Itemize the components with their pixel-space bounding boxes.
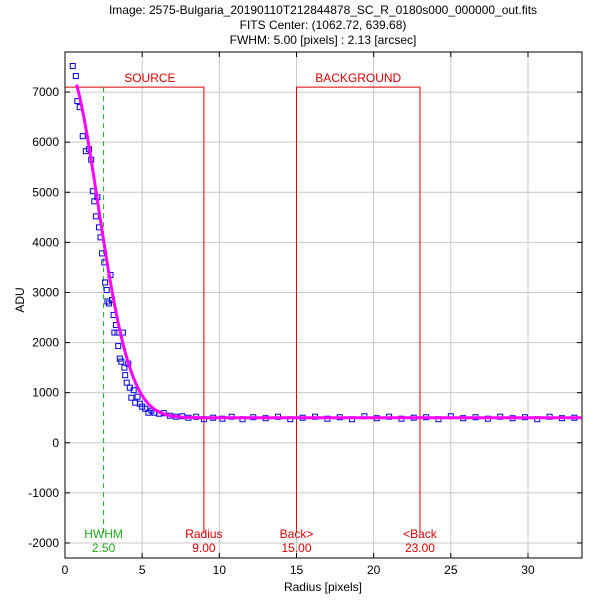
y-tick-label: 2000 bbox=[32, 336, 59, 350]
data-point bbox=[116, 355, 123, 362]
x-tick-label: 5 bbox=[139, 563, 146, 577]
x-tick-label: 30 bbox=[521, 563, 535, 577]
data-point bbox=[115, 343, 122, 350]
y-tick-label: -2000 bbox=[28, 536, 59, 550]
source-aperture-line bbox=[65, 86, 205, 533]
y-tick-label: 7000 bbox=[32, 85, 59, 99]
y-tick-label: 4000 bbox=[32, 235, 59, 249]
background-label: BACKGROUND bbox=[315, 71, 401, 85]
y-axis-label: ADU bbox=[13, 287, 27, 312]
fit-curve bbox=[75, 84, 582, 420]
y-tick-label: 5000 bbox=[32, 185, 59, 199]
x-axis-label: Radius [pixels] bbox=[284, 580, 362, 594]
plot-frame bbox=[64, 51, 583, 559]
y-tick-label: 3000 bbox=[32, 285, 59, 299]
data-point bbox=[142, 405, 149, 412]
hwhm-value: 2.50 bbox=[92, 541, 116, 555]
x-tick-label: 0 bbox=[62, 563, 69, 577]
aperture-radius-label: <Back bbox=[403, 527, 438, 541]
source-label: SOURCE bbox=[124, 71, 175, 85]
data-point bbox=[105, 300, 112, 307]
data-point bbox=[122, 372, 129, 379]
data-point bbox=[103, 286, 110, 293]
hwhm-label: HWHM bbox=[84, 527, 123, 541]
data-point bbox=[134, 393, 141, 400]
data-point bbox=[79, 133, 86, 140]
axis-ticks: 0 5 10 15 20 25 30 -2000 -1000 0 1000 2000 3000 4000 5… bbox=[28, 52, 582, 577]
x-tick-label: 15 bbox=[290, 563, 304, 577]
y-tick-label: -1000 bbox=[28, 486, 59, 500]
data-point bbox=[123, 379, 130, 386]
aperture-radius-value: 15.00 bbox=[281, 541, 311, 555]
x-tick-label: 20 bbox=[367, 563, 381, 577]
chart-subtitle-fwhm: FWHM: 5.00 [pixels] : 2.13 [arcsec] bbox=[230, 33, 417, 47]
aperture-radius-label: Back> bbox=[280, 527, 314, 541]
data-point bbox=[92, 213, 99, 220]
data-point bbox=[121, 364, 128, 371]
grid-lines bbox=[65, 52, 582, 558]
aperture-radius-label: Radius bbox=[185, 527, 222, 541]
data-point bbox=[111, 329, 118, 336]
chart-subtitle-center: FITS Center: (1062.72, 639.68) bbox=[240, 18, 407, 32]
data-point bbox=[102, 279, 109, 286]
data-point bbox=[128, 394, 135, 401]
x-tick-label: 25 bbox=[444, 563, 458, 577]
aperture-radius-value: 9.00 bbox=[192, 541, 216, 555]
y-tick-label: 1000 bbox=[32, 386, 59, 400]
y-tick-label: 6000 bbox=[32, 135, 59, 149]
background-aperture-line bbox=[295, 86, 421, 533]
data-point bbox=[69, 63, 76, 70]
chart-title: Image: 2575-Bulgaria_20190110T212844878_… bbox=[109, 3, 537, 17]
data-point bbox=[130, 387, 137, 394]
x-tick-label: 10 bbox=[213, 563, 227, 577]
y-tick-label: 0 bbox=[52, 436, 59, 450]
data-point bbox=[72, 73, 79, 80]
aperture-radius-value: 23.00 bbox=[405, 541, 435, 555]
data-point bbox=[118, 358, 125, 365]
